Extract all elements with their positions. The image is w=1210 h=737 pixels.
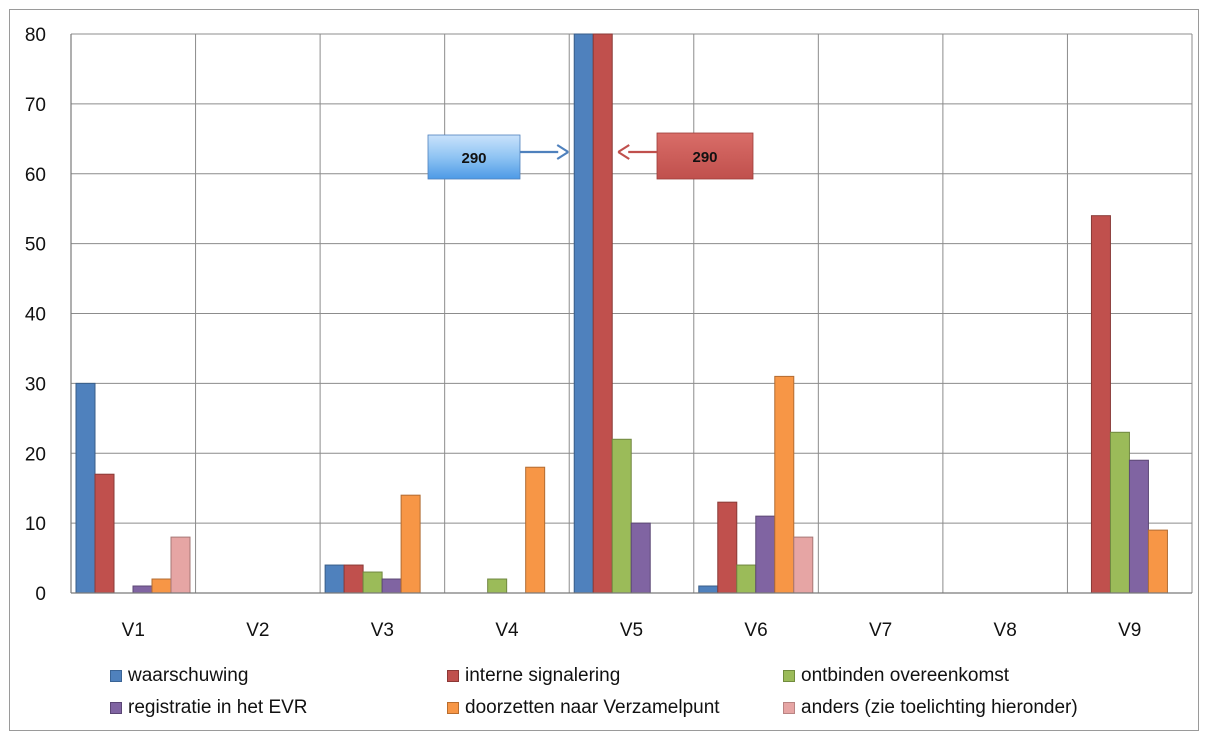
bar xyxy=(592,33,613,594)
y-tick-label: 40 xyxy=(25,305,46,326)
bar xyxy=(717,501,738,594)
bar xyxy=(630,522,651,594)
bar xyxy=(774,375,795,594)
y-tick-label: 30 xyxy=(25,374,46,395)
annotation-arrowhead-interne-signalering xyxy=(617,144,630,160)
x-tick-label: V6 xyxy=(744,620,767,641)
bar xyxy=(132,585,153,594)
bar xyxy=(75,382,96,594)
annotation-label-interne-signalering: 290 xyxy=(692,149,717,166)
bar xyxy=(343,564,364,594)
x-tick-label: V1 xyxy=(122,620,145,641)
bar xyxy=(736,564,757,594)
bar xyxy=(1147,529,1168,594)
bar xyxy=(362,571,383,594)
bar xyxy=(94,473,115,594)
annotation-label-waarschuwing: 290 xyxy=(461,150,486,167)
bar xyxy=(151,578,172,594)
annotation-box-waarschuwing xyxy=(427,134,521,180)
bar xyxy=(793,536,814,594)
y-tick-label: 80 xyxy=(25,25,46,46)
bar xyxy=(573,33,594,594)
bar xyxy=(1109,431,1130,594)
bar xyxy=(611,438,632,594)
bar xyxy=(487,578,508,594)
y-tick-label: 20 xyxy=(25,444,46,465)
y-tick-label: 50 xyxy=(25,235,46,256)
bar xyxy=(1128,459,1149,594)
bar xyxy=(400,494,421,594)
x-tick-label: V3 xyxy=(371,620,394,641)
bar xyxy=(381,578,402,594)
annotation-box-interne-signalering xyxy=(656,132,754,180)
bar xyxy=(1090,215,1111,594)
y-tick-label: 0 xyxy=(35,584,46,605)
bar xyxy=(324,564,345,594)
x-tick-label: V8 xyxy=(994,620,1017,641)
x-tick-label: V5 xyxy=(620,620,643,641)
bar xyxy=(170,536,191,594)
bar xyxy=(525,466,546,594)
annotation-arrowhead-waarschuwing xyxy=(556,144,569,160)
bar xyxy=(698,585,719,594)
y-tick-label: 60 xyxy=(25,165,46,186)
x-tick-label: V9 xyxy=(1118,620,1141,641)
y-tick-label: 10 xyxy=(25,514,46,535)
x-tick-label: V2 xyxy=(246,620,269,641)
x-tick-label: V7 xyxy=(869,620,892,641)
bar xyxy=(755,515,776,594)
y-tick-label: 70 xyxy=(25,95,46,116)
x-tick-label: V4 xyxy=(495,620,519,641)
